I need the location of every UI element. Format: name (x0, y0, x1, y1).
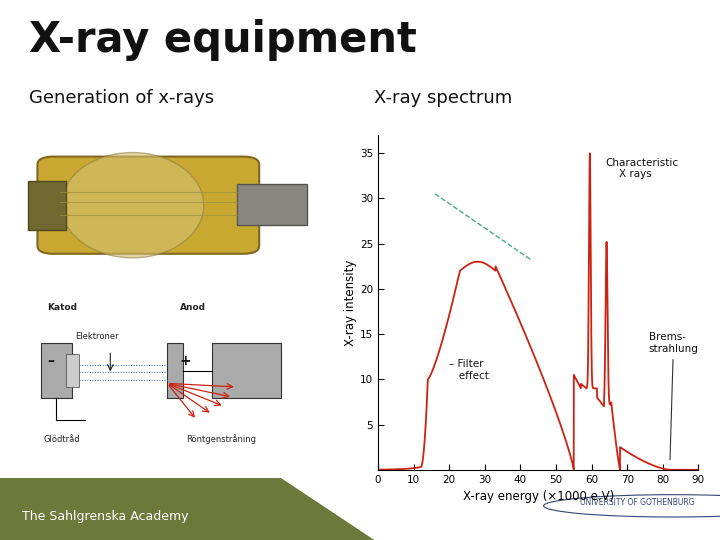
Text: Katod: Katod (47, 303, 77, 312)
Text: – Filter
   effect: – Filter effect (449, 360, 489, 381)
FancyBboxPatch shape (37, 157, 259, 254)
Text: X-ray equipment: X-ray equipment (29, 19, 417, 61)
Text: Anod: Anod (180, 303, 206, 312)
Text: Characteristic
    X rays: Characteristic X rays (606, 158, 679, 179)
Bar (167, 343, 183, 398)
Polygon shape (0, 478, 374, 540)
Y-axis label: X-ray intensity: X-ray intensity (344, 259, 357, 346)
Ellipse shape (61, 152, 204, 258)
Text: Röntgenstråning: Röntgenstråning (186, 434, 256, 444)
X-axis label: X-ray energy (×1000 e.V): X-ray energy (×1000 e.V) (462, 490, 614, 503)
Bar (66, 354, 78, 387)
Text: +: + (180, 354, 192, 368)
Text: The Sahlgrenska Academy: The Sahlgrenska Academy (22, 510, 188, 523)
Text: Glödtråd: Glödtråd (44, 435, 81, 444)
Text: Elektroner: Elektroner (76, 332, 119, 341)
Text: Generation of x-rays: Generation of x-rays (29, 89, 214, 107)
Bar (212, 343, 282, 398)
Text: X-ray spectrum: X-ray spectrum (374, 89, 513, 107)
Text: –: – (47, 354, 54, 368)
Bar (40, 343, 72, 398)
Text: Brems-
strahlung: Brems- strahlung (649, 332, 698, 460)
Text: UNIVERSITY OF GOTHENBURG: UNIVERSITY OF GOTHENBURG (580, 498, 695, 507)
